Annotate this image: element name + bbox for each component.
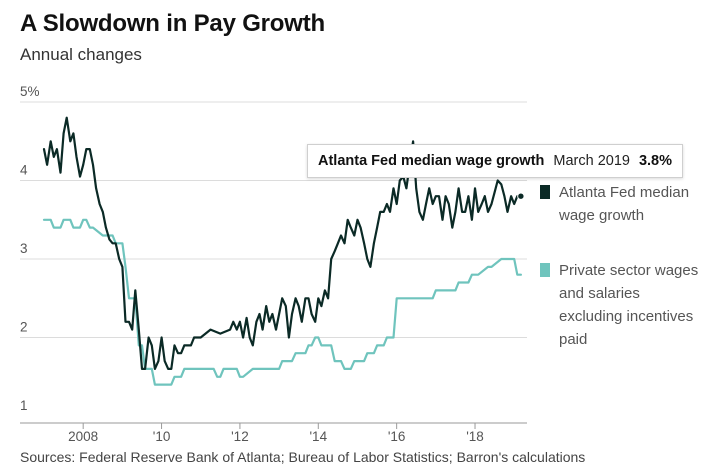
series-line-atlanta-fed <box>42 116 523 370</box>
legend-swatch-private-sector <box>540 263 550 277</box>
tooltip-series: Atlanta Fed median wage growth <box>318 153 545 169</box>
tooltip-date: March 2019 <box>553 153 630 169</box>
series-lines <box>42 116 523 386</box>
highlight-point <box>517 192 525 200</box>
legend-label-atlanta-fed: Atlanta Fed median wage growth <box>559 181 689 227</box>
y-tick-label: 1 <box>20 398 28 413</box>
x-tick-label: '18 <box>466 429 484 444</box>
source-note: Sources: Federal Reserve Bank of Atlanta… <box>20 449 586 465</box>
legend-item-private-sector: Private sector wages and salaries exclud… <box>540 259 698 351</box>
legend-item-atlanta-fed: Atlanta Fed median wage growth <box>540 181 689 227</box>
legend-label-line: Private sector wages <box>559 262 699 279</box>
x-tick-label: '16 <box>388 429 406 444</box>
legend-label-private-sector: Private sector wages and salaries exclud… <box>559 259 698 351</box>
legend-label-line: and salaries <box>559 285 640 302</box>
legend-label-line: Atlanta Fed median <box>559 184 690 201</box>
y-tick-label: 4 <box>20 163 28 178</box>
x-tick-label: '10 <box>153 429 171 444</box>
x-tick-label: 2008 <box>68 429 98 444</box>
page-subtitle: Annual changes <box>20 45 142 64</box>
legend-label-line: paid <box>559 331 588 348</box>
legend-swatch-atlanta-fed <box>540 185 550 199</box>
x-tick-label: '14 <box>309 429 327 444</box>
y-tick-label: 5% <box>20 84 40 99</box>
series-line-private-sector <box>42 218 523 386</box>
y-tick-label: 2 <box>20 320 28 335</box>
chart-tooltip: Atlanta Fed median wage growth March 201… <box>307 144 684 178</box>
x-tick-label: '12 <box>231 429 249 444</box>
y-tick-label: 3 <box>20 241 28 256</box>
tooltip-value: 3.8% <box>638 153 673 169</box>
legend-label-line: wage growth <box>559 207 645 224</box>
highlight-points <box>517 192 525 200</box>
legend-label-line: excluding incentives <box>559 308 694 325</box>
page-title: A Slowdown in Pay Growth <box>20 10 325 37</box>
gridlines <box>20 101 527 338</box>
axes: 1 2 3 4 5% 2008 '10 '12 '14 '16 '18 <box>20 84 527 444</box>
